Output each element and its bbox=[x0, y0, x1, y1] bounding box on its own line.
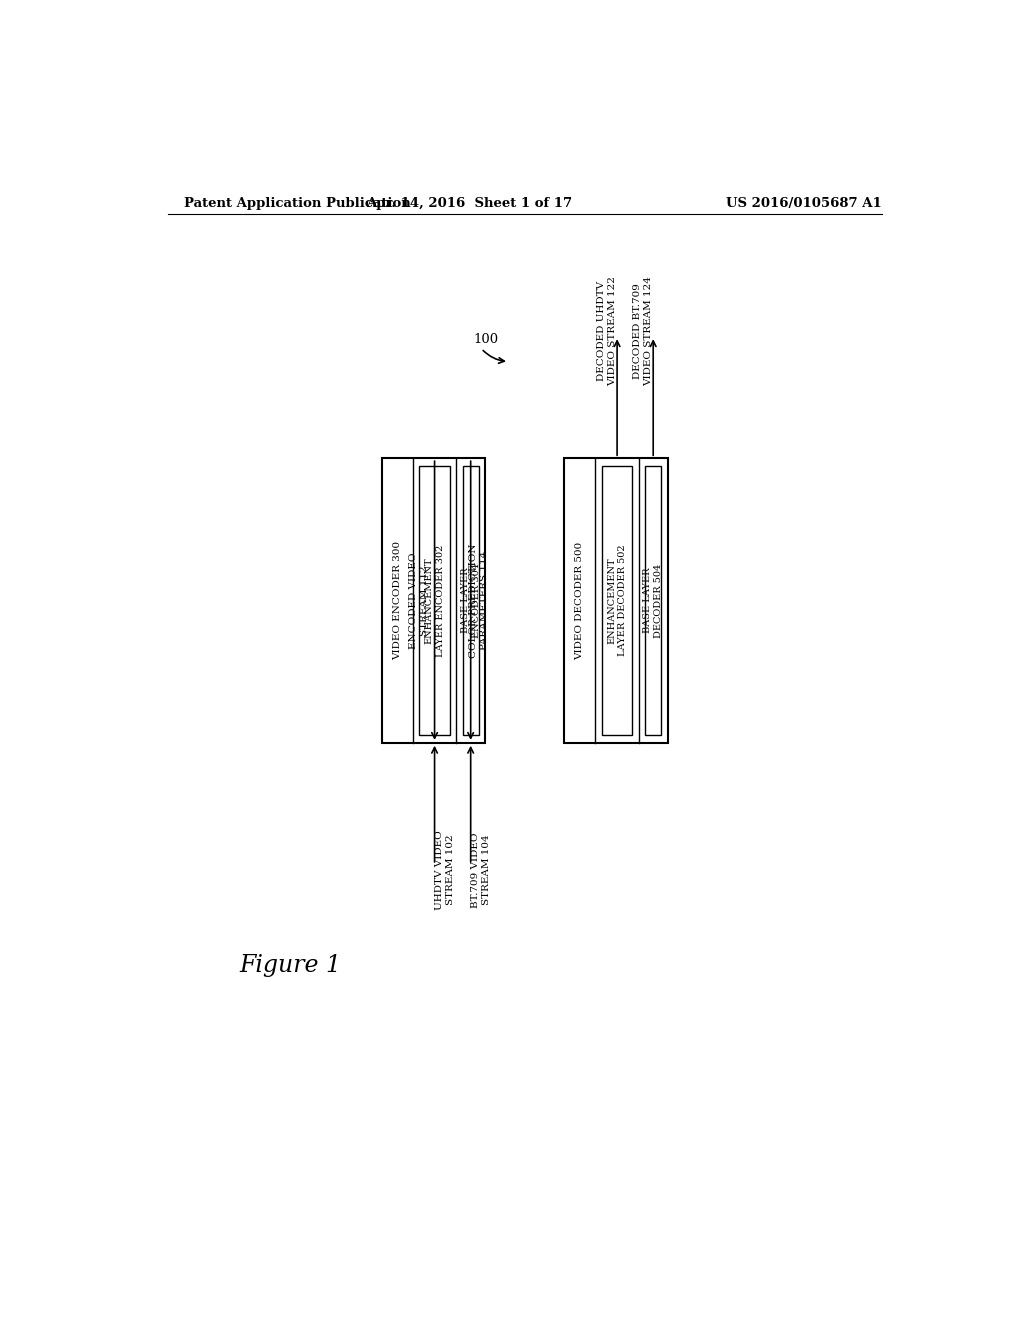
Text: Figure 1: Figure 1 bbox=[240, 953, 341, 977]
Text: Patent Application Publication: Patent Application Publication bbox=[183, 197, 411, 210]
Text: BT.709 VIDEO
STREAM 104: BT.709 VIDEO STREAM 104 bbox=[471, 832, 490, 908]
Bar bbox=[463, 466, 479, 735]
Text: DECODED BT.709
VIDEO STREAM 124: DECODED BT.709 VIDEO STREAM 124 bbox=[633, 276, 653, 387]
Text: BASE LAYER
DECODER 504: BASE LAYER DECODER 504 bbox=[643, 564, 664, 638]
Text: COLOR PREDICTION
PARAMETERS 114: COLOR PREDICTION PARAMETERS 114 bbox=[469, 544, 488, 657]
Bar bbox=[645, 466, 662, 735]
Text: 100: 100 bbox=[473, 334, 499, 346]
Text: BASE LAYER
ENCODER 304: BASE LAYER ENCODER 304 bbox=[461, 564, 480, 638]
Text: ENHANCEMENT
LAYER DECODER 502: ENHANCEMENT LAYER DECODER 502 bbox=[607, 545, 627, 656]
Bar bbox=[419, 466, 450, 735]
Bar bbox=[602, 466, 633, 735]
Text: Apr. 14, 2016  Sheet 1 of 17: Apr. 14, 2016 Sheet 1 of 17 bbox=[367, 197, 572, 210]
Text: ENHANCEMENT
LAYER ENCODER 302: ENHANCEMENT LAYER ENCODER 302 bbox=[425, 544, 444, 657]
Bar bbox=[382, 458, 485, 743]
Text: UHDTV VIDEO
STREAM 102: UHDTV VIDEO STREAM 102 bbox=[434, 830, 455, 909]
Text: VIDEO ENCODER 300: VIDEO ENCODER 300 bbox=[393, 541, 402, 660]
Text: US 2016/0105687 A1: US 2016/0105687 A1 bbox=[726, 197, 882, 210]
Bar bbox=[564, 458, 668, 743]
Text: ENCODED VIDEO
STREAM 112: ENCODED VIDEO STREAM 112 bbox=[409, 552, 429, 649]
Text: DECODED UHDTV
VIDEO STREAM 122: DECODED UHDTV VIDEO STREAM 122 bbox=[597, 276, 617, 387]
Text: VIDEO DECODER 500: VIDEO DECODER 500 bbox=[575, 541, 585, 660]
